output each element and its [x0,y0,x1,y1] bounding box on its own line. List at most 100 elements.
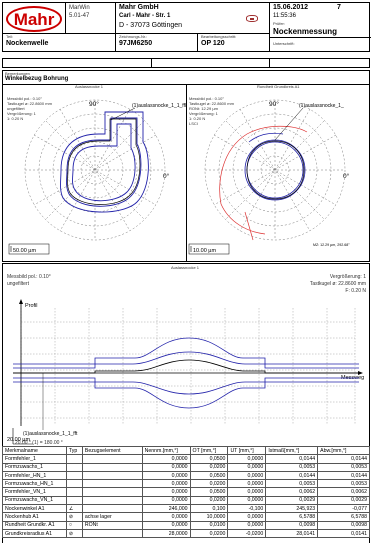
table-row: Formzuwachs_HN_1 0,0000 0,0200 0,0000 0,0053… [2,479,370,489]
linear-scale-y: 20.00 µm [7,437,30,443]
col-header: Typ [65,445,83,456]
linear-grid [20,308,356,424]
right-polar-measured [246,140,305,200]
cell-ut: 0,0000 [227,479,267,489]
company-street: Carl - Mahr - Str. 1 [119,13,171,19]
cell-typ [65,479,83,489]
cell-ot: 0,0200 [189,479,229,489]
col-header: OT [mm,°] [189,445,229,456]
cell-ist: 0,0029 [265,495,319,506]
cell-ut: 0,0000 [227,487,267,497]
cell-ot: 0,0500 [189,470,229,481]
cell-abw: -0,077 [317,504,370,514]
right-polar-grid [204,99,346,241]
table-row: Formzuwachs_VN_1 0,0000 0,0200 0,0000 0,0029… [2,495,370,506]
left-polar-grid [24,99,166,241]
cell-abw: 0,0144 [317,470,370,481]
cell-typ [65,470,83,481]
table-row: Nockenhub A1 ⊘ achse lager 0,0000 10,0000 0,0… [2,512,370,522]
cell-typ [65,454,83,464]
linear-info-4: Tastkugel ø: 22.8600 mm [309,281,366,287]
cell-ut: 0,0000 [227,454,267,464]
report-header: Mahr MarWin 5.01-47 Mahr GmbH Carl - Mah… [2,2,371,52]
cell-ot: 0,0200 [189,528,229,539]
cell-ist: 6,5788 [265,512,319,522]
cell-name: Formzuwachs_1 [2,462,67,472]
cell-bezug [81,528,143,539]
col-header: Istmaß[mm,°] [265,445,319,456]
cell-bezug: achse lager [81,512,143,522]
left-scale: 50.00 µm [13,248,36,254]
cell-abw: 0,0144 [317,454,370,464]
cell-ot: 0,0100 [189,520,229,530]
examiner-label: Prüfer: [273,21,286,26]
cell-ot: 0,0200 [189,462,229,472]
mahr-logo: Mahr [6,6,62,32]
cell-ot: 0,100 [189,504,229,514]
linear-info-2: ungefiltert [7,281,29,287]
spacer-row [2,58,370,68]
cell-nenn: 28,0000 [141,528,191,539]
linear-series-label: (1)auslassnocke_1_1_fft [23,431,78,437]
cell-name: Formzuwachs_HN_1 [2,479,67,489]
cell-bezug [81,462,143,472]
table-header-row: Merkmalname Typ Bezugselement Nennm.[mm,… [2,445,370,456]
table-row: Grundkreisradius A1 ⊘ 28,0000 0,0200 -0,0200… [2,528,370,539]
cell-abw: 0,0053 [317,479,370,489]
left-angle-0: 0° [163,172,170,180]
cell-ut: 0,0000 [227,495,267,506]
cell-ot: 0,0500 [189,487,229,497]
report-time: 11:55:36 [273,13,296,19]
cell-abw: 0,0053 [317,462,370,472]
right-scale: 10.00 µm [193,248,216,254]
cell-abw: 6,5788 [317,512,370,522]
cell-bezug [81,454,143,464]
table-row: Rundheit Grundkr. A1 ○ RONt 0,0000 0,0100 0,0… [2,520,370,530]
drawing-label: Zeichnungs-Nr.: [119,34,148,39]
cell-name: Formfehler_VN_1 [2,487,67,497]
cell-name: Nockenwinkel A1 [2,504,67,514]
col-header: Abw.[mm,°] [317,445,370,456]
table-row: Formfehler_HN_1 0,0000 0,0500 0,0000 0,0144 0… [2,470,370,481]
cell-typ: ⊘ [65,512,83,522]
remarks-label: Bemerkungen [5,71,30,76]
cell-typ: ∠ [65,504,83,514]
cell-ot: 0,0200 [189,495,229,506]
polar-plot-section: Bemerkungen Winkelbezug Bohrung Auslassn… [2,70,370,262]
cell-bezug: RONt [81,520,143,530]
cell-bezug [81,504,143,514]
col-header: Merkmalname [2,445,67,456]
linear-profile-blue [13,337,359,409]
table-row: Formfehler_VN_1 0,0000 0,0500 0,0000 0,0062 0… [2,487,370,497]
cell-ist: 0,0053 [265,479,319,489]
cell-ut: -0,0200 [227,528,267,539]
software-name: MarWin [69,5,90,11]
linear-plot-svg: Profil Messweg (1)auslassnocke_1_1_fft 2… [7,299,364,445]
left-polar-measured [67,118,141,205]
company-name: Mahr GmbH [119,4,159,11]
linear-info-3: Vergrößerung: 1 [329,274,366,280]
cell-abw: 0,0098 [317,520,370,530]
section-title: Winkelbezug Bohrung [5,76,69,82]
cell-typ [65,495,83,506]
drawing-value: 97JM6250 [119,40,153,47]
cell-ut: -0,100 [227,504,267,514]
right-plot-info: Messbild pol.: 0.10° Tastkugel ø: 22.860… [189,96,234,126]
linear-profile-section: Auslassnocke 1 Messbild pol.: 0.10° unge… [2,263,370,543]
crown-icon [246,15,258,22]
col-header: UT [mm,°] [227,445,267,456]
linear-info-1: Messbild pol.: 0.10° [7,274,51,280]
cell-ot: 10,0000 [189,512,229,522]
part-value: Nockenwelle [6,40,49,47]
linear-profile-measured [13,359,359,374]
cell-ist: 0,0144 [265,454,319,464]
cell-name: Nockenhub A1 [2,512,67,522]
cell-bezug [81,495,143,506]
signature-label: Unterschrift: [273,41,295,46]
left-series-label: (1)auslassnocke_1_1_ffl [132,103,186,109]
left-polar-profile [60,111,149,213]
cell-typ [65,462,83,472]
col-header: Bezugselement [81,445,143,456]
company-city: D - 37073 Göttingen [119,22,183,29]
